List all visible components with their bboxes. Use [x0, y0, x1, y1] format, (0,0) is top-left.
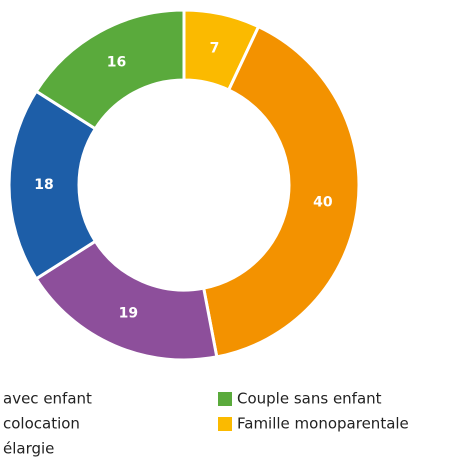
legend-text: élargie [3, 440, 54, 458]
slice-label: 19 [119, 305, 138, 321]
donut-slice [201, 24, 361, 359]
legend-text: Famille monoparentale [237, 415, 409, 433]
slice-label: 7 [210, 40, 220, 56]
legend-swatch [218, 417, 232, 431]
legend-text: Couple sans enfant [237, 390, 382, 408]
legend-text: avec enfant [3, 390, 92, 408]
legend-swatch [218, 392, 232, 406]
slice-label: 16 [107, 54, 126, 70]
slice-label: 18 [34, 177, 53, 193]
legend-text: colocation [3, 415, 80, 433]
donut-slice [34, 8, 186, 131]
slice-label: 40 [313, 195, 333, 211]
